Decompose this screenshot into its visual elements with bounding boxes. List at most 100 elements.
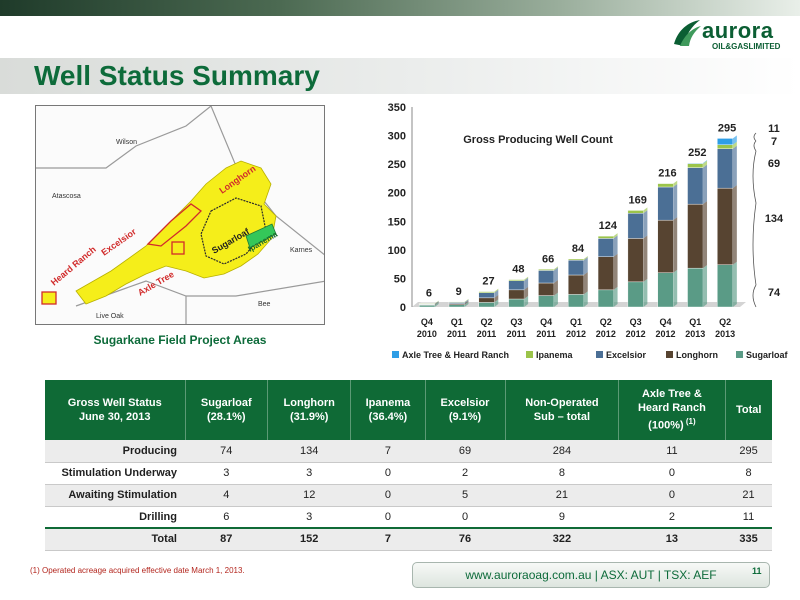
table-row: Awaiting Stimulation 4 12 0 5 21 0 21 [45,484,772,507]
bar-top [568,256,588,259]
bar-side [524,276,529,281]
bar-top [478,288,499,292]
bar-top [657,180,678,184]
bar-side [583,256,588,261]
bar-total-label: 252 [688,147,706,159]
header-line: Axle Tree & [641,388,702,401]
table-cell: 295 [725,440,772,463]
row-label: Total [45,527,185,551]
x-tick-year-label: 2012 [626,329,646,339]
table-header-cell: Longhorn (31.9%) [267,380,352,440]
bar-top [598,233,618,237]
bar-segment [508,280,525,291]
header-line: Sub – total [533,411,591,423]
bar-segment [538,269,555,271]
bar-side [524,296,529,307]
bar-side [434,302,439,307]
table-header-cell: Non-Operated Sub – total [505,380,620,440]
side-value-label: 69 [768,158,780,170]
bar-segment [478,302,495,308]
bar-top [538,266,558,270]
field-map: Wilson Atascosa Karnes Live Oak Bee Long… [35,105,325,325]
table-header-cell: Sugarloaf (28.1%) [185,380,269,440]
y-tick-label: 100 [388,245,406,257]
bar-top [717,135,737,139]
bar-segment [597,289,614,308]
bar-segment [568,259,584,276]
y-tick-label: 200 [388,188,406,200]
side-value-label: 11 [768,123,780,135]
table-cell: 11 [618,440,726,463]
bar-segment [627,238,644,283]
map-label-wilson: Wilson [116,139,137,146]
bar-side [732,185,737,265]
bar-side [494,299,499,307]
table-cell: 0 [618,462,726,485]
bar-segment [717,187,734,265]
table-row: Total 87 152 7 76 322 13 335 [45,527,772,551]
bar-side [732,135,737,145]
table-header-cell: Gross Well Status June 30, 2013 [45,380,186,440]
side-value-label: 134 [765,213,784,225]
table-cell: 69 [425,440,506,463]
bar-segment [687,267,704,308]
bar-side [494,289,499,298]
bar-segment [627,213,644,239]
header-line: Heard Ranch [637,402,706,415]
bar-total-label: 9 [456,286,462,298]
top-banner [0,0,800,16]
bar-side [494,294,499,303]
row-label: Producing [45,440,185,463]
bar-segment [538,282,555,296]
bar-segment [478,297,495,303]
y-tick-label: 150 [388,216,406,228]
header-line: Total [736,404,762,416]
x-tick-label: Q4 [659,317,671,327]
bar-side [613,235,618,257]
side-value-label: 74 [768,287,781,299]
bar-segment [687,203,704,269]
bar-segment [448,301,465,303]
bar-side [673,184,678,221]
legend-swatch [392,351,399,358]
table-cell: 0 [425,506,506,529]
bar-side [553,280,558,296]
bar-side [732,141,737,149]
row-label: Awaiting Stimulation [45,484,185,507]
header-line: Ipanema [365,397,411,409]
bar-segment [597,256,614,291]
y-tick-label: 350 [388,102,406,114]
map-caption: Sugarkane Field Project Areas [93,333,267,347]
table-cell: 3 [185,462,268,485]
legend-swatch [596,351,603,358]
bar-side [643,207,648,214]
title-band [0,58,800,94]
bar-side [524,286,529,299]
bar-segment [717,148,734,189]
page-number: 11 [752,566,762,576]
bar-segment [568,258,584,261]
table-cell: 335 [725,527,772,551]
header-line: Sugarloaf [200,397,252,409]
bar-segment [448,304,465,308]
table-cell: 3 [267,462,351,485]
bar-total-label: 27 [482,276,494,288]
header-line: (100%) [648,419,684,432]
bar-segment [657,186,674,221]
map-graphic: Wilson Atascosa Karnes Live Oak Bee Long… [36,106,324,324]
table-cell: 21 [725,484,772,507]
table-cell: 11 [725,506,772,529]
x-tick-label: Q1 [689,317,701,327]
map-label-karnes: Karnes [290,247,313,254]
bar-segment [538,295,555,308]
bar-segment [478,292,495,299]
well-status-table: Gross Well Status June 30, 2013 Sugarloaf (… [45,380,772,551]
table-cell: 12 [267,484,351,507]
well-count-chart: 0 50 100 150 200 250 300 350 Gross Producing Wel… [388,102,789,360]
legend-label: Longhorn [676,350,718,360]
bar-total-label: 48 [512,264,524,276]
bar-side [613,286,618,307]
bar-side [732,261,737,307]
header-line: (31.9%) [289,411,329,423]
bar-side [583,257,588,275]
